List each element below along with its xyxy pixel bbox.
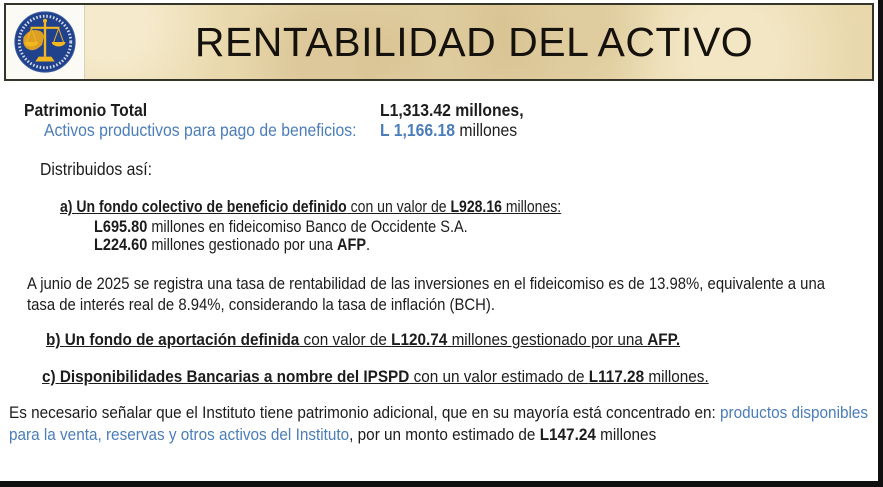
item-c-mid: con un valor estimado de: [409, 367, 589, 386]
item-a-tail: millones:: [501, 198, 562, 216]
detail-2-text: millones gestionado por una: [147, 236, 337, 254]
detail-1-amount: L695.80: [94, 218, 148, 236]
slide-bottom-edge: [0, 481, 883, 487]
footer-part1: Es necesario señalar que el Instituto ti…: [9, 403, 721, 422]
patrimonio-total-label: Patrimonio Total: [24, 100, 148, 120]
detail-1-text: millones en fideicomiso Banco de Occiden…: [147, 218, 468, 236]
slide-right-edge: [878, 0, 883, 487]
item-a-line: a) Un fondo colectivo de beneficio defin…: [60, 198, 561, 217]
slide-title: RENTABILIDAD DEL ACTIVO: [194, 18, 754, 65]
item-c-name: Disponibilidades Bancarias a nombre del …: [59, 367, 410, 386]
activos-productivos-value: L 1,166.18: [380, 120, 456, 140]
distribuidos-heading: Distribuidos así:: [40, 159, 153, 179]
footer-highlight: productos disponibles para la venta, res…: [9, 403, 869, 444]
footer-part2: , por un monto estimado de: [349, 425, 540, 444]
item-a-detail-afp: L224.60 millones gestionado por una AFP.: [94, 236, 370, 255]
item-b-bold-end: AFP.: [647, 330, 681, 349]
item-b-line: b) Un fondo de aportación definida con v…: [46, 330, 680, 350]
item-c-marker: c): [42, 367, 60, 386]
ipspd-seal-icon: [10, 7, 80, 77]
activos-productivos-label: Activos productivos para pago de benefic…: [44, 120, 357, 140]
detail-2-tail: .: [366, 236, 371, 254]
item-a-mid: con un valor de: [346, 198, 451, 216]
item-b-marker: b): [46, 330, 65, 349]
footer-amount: L147.24: [539, 425, 596, 444]
activos-productivos-unit: millones: [455, 120, 518, 140]
footer-note-paragraph: Es necesario señalar que el Instituto ti…: [9, 402, 873, 446]
footer-part3: millones: [595, 425, 657, 444]
patrimonio-total-value: L1,313.42 millones,: [380, 100, 524, 120]
slide-header: RENTABILIDAD DEL ACTIVO: [4, 3, 874, 81]
item-a-detail-fideicomiso: L695.80 millones en fideicomiso Banco de…: [94, 218, 468, 237]
item-a-marker: a): [60, 198, 77, 216]
item-b-amount: L120.74: [391, 330, 448, 349]
item-c-line: c) Disponibilidades Bancarias a nombre d…: [42, 367, 709, 387]
logo-box: [6, 5, 85, 79]
rentabilidad-note-paragraph: A junio de 2025 se registra una tasa de …: [27, 274, 825, 314]
item-c-tail: millones.: [644, 367, 709, 386]
detail-2-bold: AFP: [336, 236, 367, 254]
item-b-name: Un fondo de aportación definida: [64, 330, 300, 349]
item-b-tail: millones gestionado por una: [447, 330, 648, 349]
activos-productivos-value-line: L 1,166.18 millones: [380, 120, 517, 141]
item-b-mid: con valor de: [299, 330, 392, 349]
item-c-amount: L117.28: [588, 367, 645, 386]
detail-2-amount: L224.60: [94, 236, 148, 254]
item-a-amount: L928.16: [450, 198, 502, 216]
item-a-name: Un fondo colectivo de beneficio definido: [76, 198, 347, 216]
